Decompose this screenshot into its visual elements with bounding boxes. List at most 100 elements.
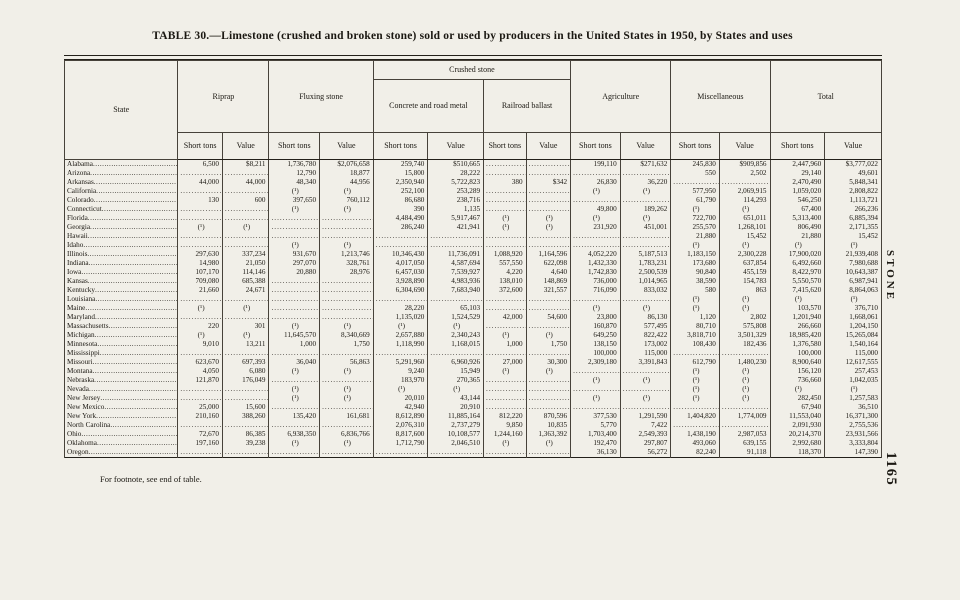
value-cell: 4,484,490 xyxy=(372,214,429,223)
empty-cell xyxy=(221,169,270,178)
empty-cell xyxy=(525,448,572,458)
col-header-riprap: Riprap xyxy=(177,60,270,133)
value-cell: 20,010 xyxy=(372,394,429,403)
value-cell: 1,000 xyxy=(268,340,321,349)
empty-cell xyxy=(177,448,223,458)
value-cell: 9,240 xyxy=(372,367,429,376)
value-cell: 7,422 xyxy=(619,421,672,430)
value-cell: 4,017,050 xyxy=(372,259,429,268)
value-cell: (¹) xyxy=(319,187,374,196)
value-cell: (¹) xyxy=(319,241,374,250)
subcol-agriculture-value: Value xyxy=(619,132,672,160)
value-cell: 138,010 xyxy=(483,277,527,286)
empty-cell xyxy=(427,241,485,250)
empty-cell xyxy=(525,232,572,241)
value-cell: 863 xyxy=(718,286,771,295)
value-cell: 321,557 xyxy=(525,286,572,295)
value-cell: 421,941 xyxy=(427,223,485,232)
empty-cell xyxy=(177,313,223,322)
empty-cell xyxy=(525,196,572,205)
value-cell: 1,750 xyxy=(525,340,572,349)
value-cell: $342 xyxy=(525,178,572,187)
empty-cell xyxy=(268,403,321,412)
value-cell: 1,291,590 xyxy=(619,412,672,421)
value-cell: 1,183,150 xyxy=(670,250,720,259)
value-cell: 9,010 xyxy=(177,340,223,349)
value-cell: (¹) xyxy=(319,439,374,448)
value-cell: 114,293 xyxy=(718,196,771,205)
empty-cell xyxy=(483,205,527,214)
empty-cell xyxy=(372,232,429,241)
value-cell: $271,632 xyxy=(619,159,672,169)
value-cell: 7,683,940 xyxy=(427,286,485,295)
empty-cell xyxy=(177,214,223,223)
value-cell: 1,432,330 xyxy=(570,259,621,268)
value-cell: 2,300,228 xyxy=(718,250,771,259)
value-cell: $3,777,022 xyxy=(824,159,882,169)
value-cell: 210,160 xyxy=(177,412,223,421)
value-cell: (¹) xyxy=(769,295,826,304)
value-cell: 130 xyxy=(177,196,223,205)
state-name: Indiana xyxy=(63,259,179,268)
subcol-miscellaneous-value: Value xyxy=(718,132,771,160)
state-name: Mississippi xyxy=(63,349,179,358)
table-row: Nevada(¹)(¹)(¹)(¹)(¹)(¹)(¹)(¹) xyxy=(63,385,882,394)
subcol-total-value: Value xyxy=(824,132,882,160)
value-cell: 11,885,164 xyxy=(427,412,485,421)
value-cell: 1,257,583 xyxy=(824,394,882,403)
state-name: Louisiana xyxy=(63,295,179,304)
table-body: Alabama6,500$8,2111,736,780$2,076,658259… xyxy=(63,159,882,458)
value-cell: (¹) xyxy=(483,367,527,376)
value-cell: (¹) xyxy=(718,241,771,250)
value-cell: 182,436 xyxy=(718,340,771,349)
value-cell: 27,000 xyxy=(483,358,527,367)
col-header-concrete-road-metal: Concrete and road metal xyxy=(372,79,485,133)
empty-cell xyxy=(619,196,672,205)
value-cell: (¹) xyxy=(718,304,771,313)
value-cell: (¹) xyxy=(483,223,527,232)
value-cell: (¹) xyxy=(268,205,321,214)
value-cell: 15,452 xyxy=(718,232,771,241)
value-cell: 736,660 xyxy=(769,376,826,385)
value-cell: 147,390 xyxy=(824,448,882,458)
table-row: Colorado130600397,650760,11286,680238,71… xyxy=(63,196,882,205)
col-header-crushed-stone: Crushed stone xyxy=(372,60,572,80)
empty-cell xyxy=(718,178,771,187)
empty-cell xyxy=(483,169,527,178)
value-cell: 44,000 xyxy=(221,178,270,187)
empty-cell xyxy=(427,295,485,304)
subcol-miscellaneous-short-tons: Short tons xyxy=(670,132,720,160)
value-cell: 1,268,101 xyxy=(718,223,771,232)
value-cell: (¹) xyxy=(619,304,672,313)
value-cell: 1,736,780 xyxy=(268,159,321,169)
empty-cell xyxy=(268,313,321,322)
value-cell: (¹) xyxy=(570,214,621,223)
value-cell: 2,470,490 xyxy=(769,178,826,187)
value-cell: 15,800 xyxy=(372,169,429,178)
empty-cell xyxy=(670,349,720,358)
state-name: Kansas xyxy=(63,277,179,286)
value-cell: 2,046,510 xyxy=(427,439,485,448)
value-cell: 451,001 xyxy=(619,223,672,232)
value-cell: (¹) xyxy=(670,376,720,385)
col-header-agriculture: Agriculture xyxy=(570,60,672,133)
value-cell: 252,100 xyxy=(372,187,429,196)
table-row: Iowa107,170114,14620,88028,9766,457,0307… xyxy=(63,268,882,277)
value-cell: 6,836,766 xyxy=(319,430,374,439)
value-cell: 8,340,669 xyxy=(319,331,374,340)
table-row: Idaho(¹)(¹)(¹)(¹)(¹)(¹) xyxy=(63,241,882,250)
value-cell: 5,770 xyxy=(570,421,621,430)
empty-cell xyxy=(319,214,374,223)
value-cell: (¹) xyxy=(177,331,223,340)
value-cell: 20,880 xyxy=(268,268,321,277)
table-row: California(¹)(¹)252,100253,289(¹)(¹)577,… xyxy=(63,187,882,196)
value-cell: 80,710 xyxy=(670,322,720,331)
empty-cell xyxy=(619,169,672,178)
state-name: Illinois xyxy=(63,250,179,259)
value-cell: $510,665 xyxy=(427,159,485,169)
value-cell: 822,422 xyxy=(619,331,672,340)
value-cell: (¹) xyxy=(268,322,321,331)
value-cell: 297,070 xyxy=(268,259,321,268)
